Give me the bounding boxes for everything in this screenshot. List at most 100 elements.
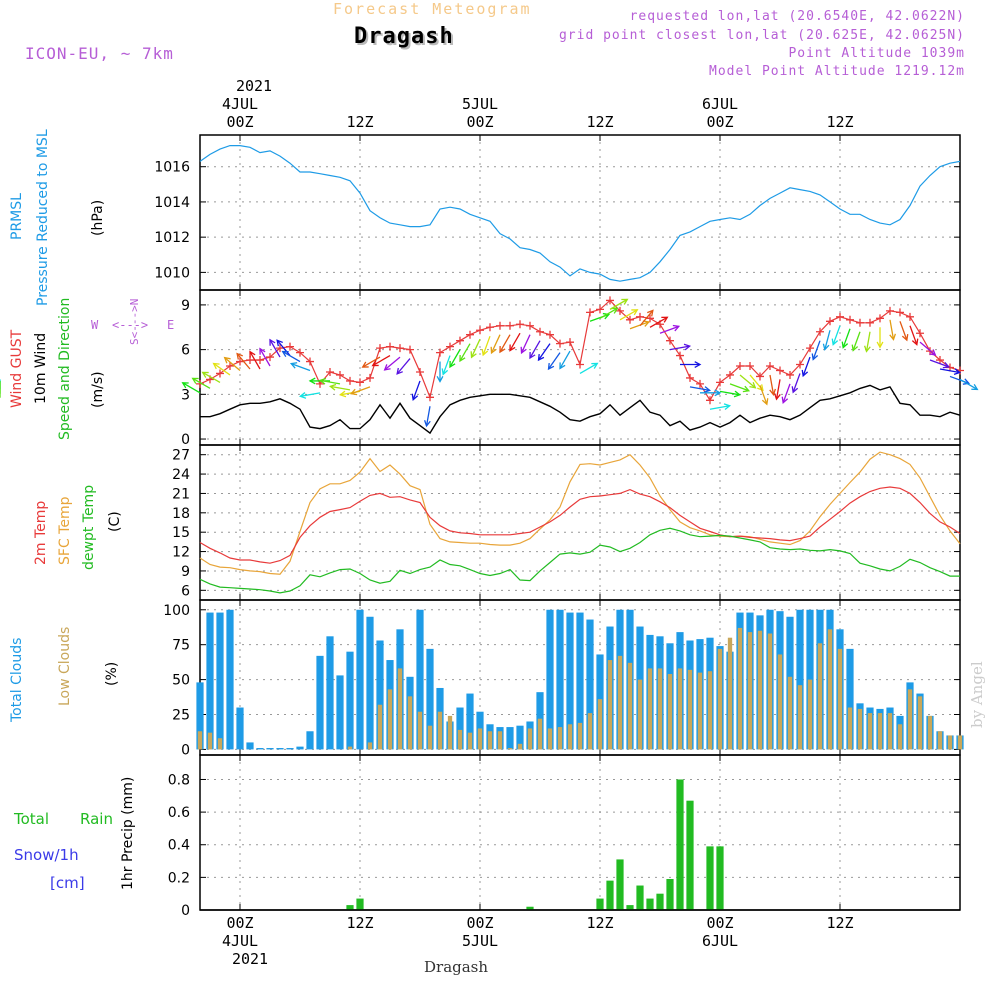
wind-direction-arrowhead — [761, 398, 769, 406]
gust-marker — [426, 393, 434, 402]
wind-direction-arrow — [213, 362, 231, 376]
wind-direction-arrowhead — [811, 353, 819, 361]
low-cloud-bar — [777, 654, 783, 750]
bottom-axis-hour: 00Z — [706, 914, 734, 932]
y-tick-label: 0.8 — [168, 772, 190, 788]
gust-marker — [226, 362, 234, 371]
wind-direction-arrow — [202, 371, 221, 383]
gust-marker — [416, 367, 424, 376]
total-cloud-bar — [266, 748, 274, 750]
gust-marker — [936, 356, 944, 365]
low-cloud-bar — [557, 727, 563, 750]
wind-direction-arrow — [802, 356, 811, 377]
wind-direction-arrow — [824, 330, 831, 350]
wind-direction-arrow — [729, 383, 750, 392]
bottom-axis-hour: 00Z — [466, 914, 494, 932]
bottom-station: Dragash — [424, 958, 489, 976]
gust-marker — [466, 330, 474, 339]
gust-marker — [236, 357, 244, 366]
gust-marker — [816, 327, 824, 336]
wind-direction-arrow — [689, 386, 710, 391]
low-cloud-bar — [807, 679, 813, 750]
rain-bar — [686, 800, 694, 910]
gust-marker — [686, 373, 694, 382]
total-cloud-bar — [376, 640, 384, 750]
y-tick-label: 0.6 — [168, 805, 190, 821]
top-axis-hour: 12Z — [826, 113, 854, 131]
wind-direction-arrow — [442, 355, 451, 375]
gust-marker — [866, 318, 874, 327]
gust-marker — [436, 348, 444, 357]
low-cloud-bar — [497, 731, 503, 750]
wind-direction-arrowhead — [942, 361, 951, 369]
low-cloud-bar — [577, 722, 583, 750]
gust-marker — [596, 305, 604, 314]
gust-marker — [626, 315, 634, 324]
gust-marker — [556, 339, 564, 348]
gust-marker — [566, 338, 574, 347]
wind-direction-arrow — [350, 386, 371, 395]
bottom-axis-hour: 00Z — [226, 914, 254, 932]
low-cloud-bar — [877, 713, 883, 750]
gust-marker — [606, 296, 614, 305]
wind-direction-arrowhead — [396, 367, 403, 375]
low-cloud-bar — [697, 672, 703, 750]
top-axis-year: 2021 — [235, 77, 273, 95]
wind-direction-arrow — [362, 356, 381, 368]
low-cloud-bar — [757, 630, 763, 750]
compass-e: E — [167, 318, 175, 332]
total-cloud-bar — [306, 731, 314, 750]
low-cloud-bar — [857, 708, 863, 750]
wind-direction-arrowhead — [672, 324, 681, 332]
total-cloud-bar — [416, 609, 424, 750]
compass-w: W — [91, 318, 99, 332]
low-cloud-bar — [617, 655, 623, 750]
y-tick-label: 0 — [181, 742, 190, 758]
top-axis-hour: 00Z — [466, 113, 494, 131]
bottom-axis-hour: 12Z — [826, 914, 854, 932]
total-cloud-bar — [196, 682, 204, 750]
wind-direction-arrowhead — [911, 338, 919, 346]
wind-direction-arrowhead — [249, 350, 256, 358]
total-cloud-bar — [846, 648, 854, 750]
gust-marker — [536, 327, 544, 336]
wind-direction-arrowhead — [831, 338, 839, 346]
y-tick-label: 18 — [172, 506, 190, 522]
wind-direction-arrow — [832, 325, 841, 345]
gust-marker — [306, 357, 314, 366]
total-cloud-bar — [216, 612, 224, 750]
wind-direction-arrow — [236, 353, 251, 370]
y-tick-label: 24 — [172, 467, 190, 483]
low-cloud-bar — [727, 637, 733, 750]
wind-direction-arrow — [529, 340, 541, 359]
low-cloud-bar — [437, 711, 443, 750]
total-cloud-bar — [246, 742, 254, 750]
wind-direction-arrowhead — [201, 371, 209, 378]
gust-marker — [846, 315, 854, 324]
wind-direction-arrowhead — [723, 403, 732, 411]
wind-direction-arrowhead — [281, 350, 289, 358]
wind-direction-arrowhead — [801, 369, 809, 378]
wind-direction-arrowhead — [929, 349, 937, 356]
precip-rain-label: Rain — [80, 810, 113, 828]
gust-marker — [616, 306, 624, 315]
wind-direction-arrowhead — [791, 386, 799, 394]
wind-direction-arrow — [812, 340, 821, 360]
wind-direction-arrowhead — [259, 347, 266, 355]
total-cloud-bar — [276, 748, 284, 750]
wind-direction-arrowhead — [481, 348, 489, 357]
low-cloud-bar — [797, 685, 803, 750]
gust-marker — [766, 362, 774, 371]
wind-direction-arrowhead — [611, 307, 619, 314]
wind-direction-arrowhead — [694, 361, 702, 368]
wind-direction-arrowhead — [781, 396, 789, 404]
top-axis-hour: 00Z — [226, 113, 254, 131]
wind-direction-arrow — [482, 335, 491, 356]
y-tick-label: 27 — [172, 448, 190, 464]
low-cloud-bar — [817, 643, 823, 750]
gust-marker — [286, 342, 294, 351]
low-cloud-bar — [837, 648, 843, 750]
wind-direction-arrow — [282, 350, 301, 363]
wind-direction-arrowhead — [901, 334, 909, 342]
